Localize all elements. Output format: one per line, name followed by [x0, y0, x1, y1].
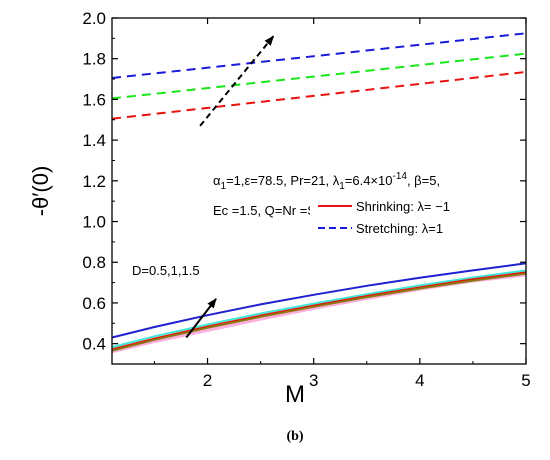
- arrow-annotation-label: D=0.5,1,1.5: [132, 263, 200, 278]
- series-line-dashed-0: [111, 32, 527, 79]
- series-curve-1: [111, 262, 527, 339]
- y-tick-label-5: 1.4: [82, 131, 106, 150]
- parameter-line-1: α1=1,ε=78.5, Pr=21, λ1=6.4×10-14, β=5,: [213, 171, 440, 192]
- subcaption: (b): [286, 429, 303, 444]
- legend-box: [310, 191, 476, 241]
- series-curve-2: [111, 269, 527, 349]
- x-tick-label-1: 3: [309, 371, 318, 390]
- y-tick-label-1: 0.6: [82, 294, 106, 313]
- series-line-dashed-1: [111, 52, 527, 100]
- series-curve-3: [111, 271, 527, 351]
- y-tick-label-0: 0.4: [82, 335, 106, 354]
- legend: Shrinking: λ= −1 Stretching: λ=1: [310, 191, 476, 241]
- plot-frame: [111, 17, 527, 365]
- x-tick-label-3: 5: [521, 371, 530, 390]
- axis-ticks: 2 3 4 5 0.4 0.6 0.8 1.0 1.2 1.4 1.6 1.8 2.0: [82, 9, 530, 390]
- y-tick-label-3: 1.0: [82, 213, 106, 232]
- series-curve-4: [111, 272, 527, 352]
- y-tick-label-8: 2.0: [82, 9, 106, 28]
- y-axis-label: -θ′(0): [28, 166, 53, 217]
- series-line-dashed-2: [111, 70, 527, 120]
- trend-arrow-1: [185, 298, 217, 339]
- plot-lines: [111, 32, 527, 354]
- x-axis-label: M: [285, 381, 305, 408]
- legend-label-stretching: Stretching: λ=1: [356, 221, 443, 236]
- y-tick-label-6: 1.6: [82, 90, 106, 109]
- series-curve-0: [111, 273, 527, 354]
- y-tick-label-4: 1.2: [82, 172, 106, 191]
- legend-label-shrinking: Shrinking: λ= −1: [356, 199, 450, 214]
- y-tick-label-7: 1.8: [82, 50, 106, 69]
- x-tick-label-0: 2: [203, 371, 212, 390]
- trend-arrow-0: [199, 35, 275, 127]
- x-tick-label-2: 4: [415, 371, 424, 390]
- y-tick-label-2: 0.8: [82, 253, 106, 272]
